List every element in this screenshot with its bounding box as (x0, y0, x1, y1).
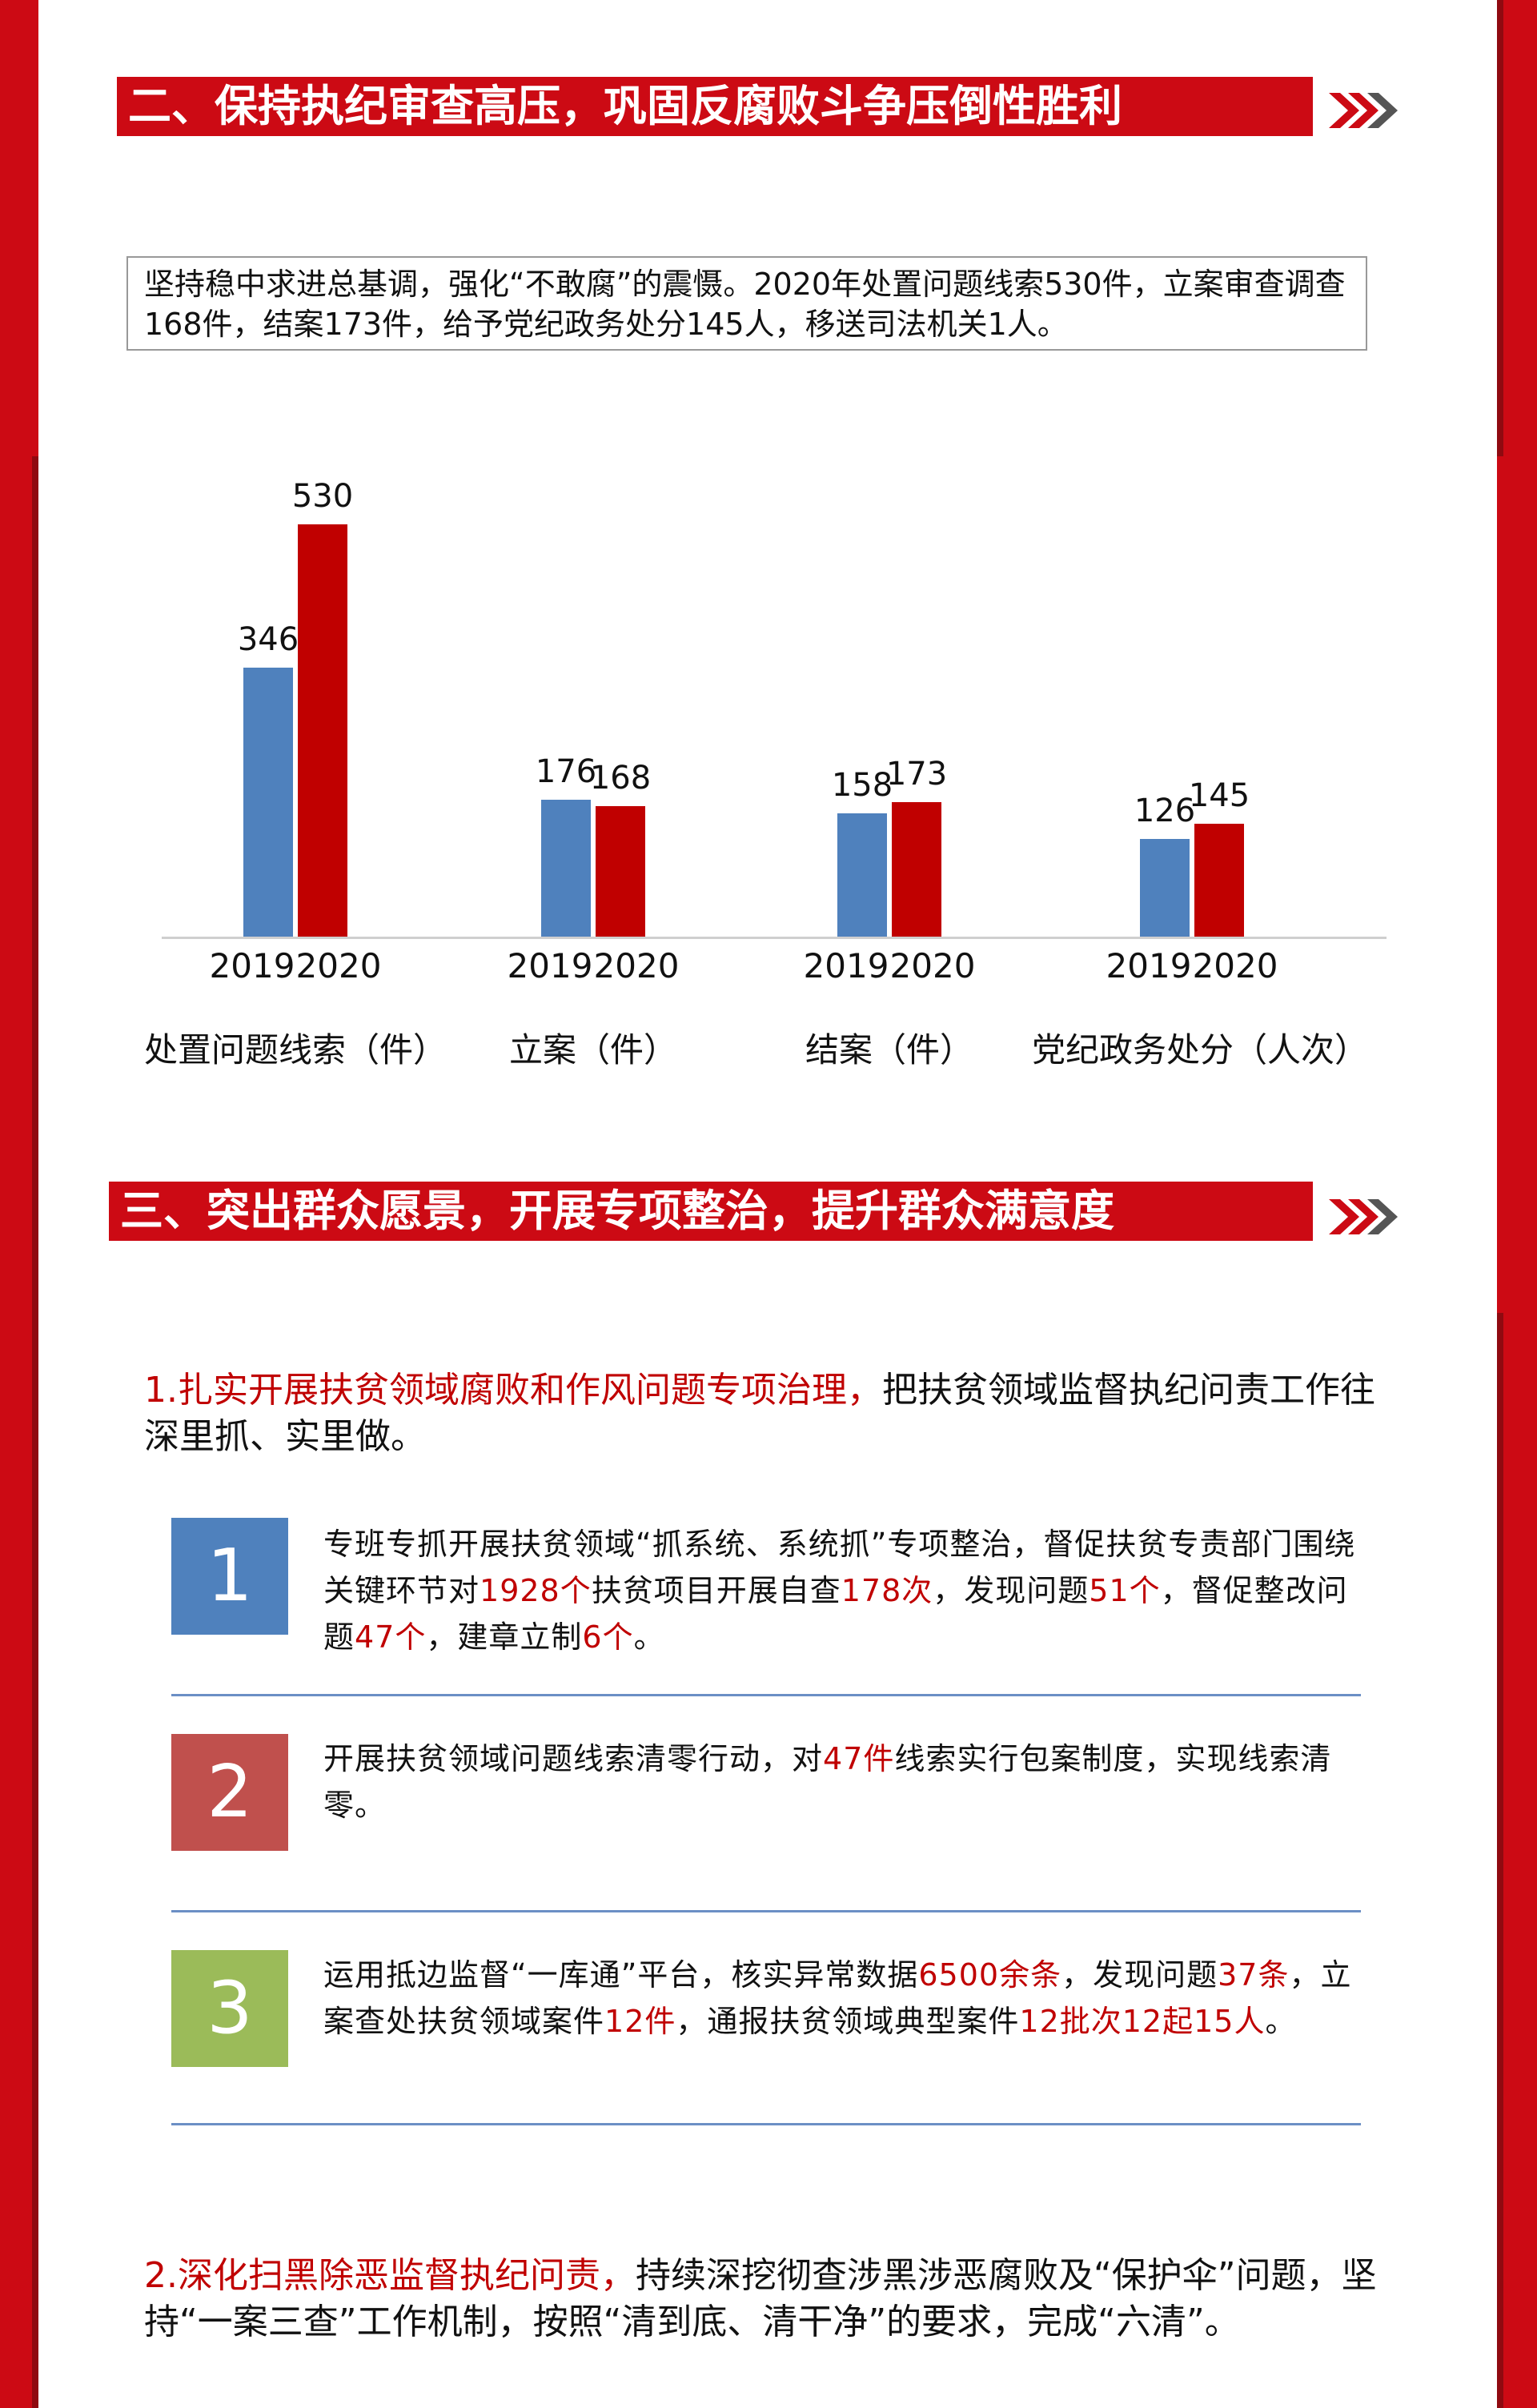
item-number-box: 2 (171, 1734, 288, 1851)
highlight-figure: 12批次12起15人 (1019, 2004, 1266, 2039)
bar-2019-3 (1140, 838, 1190, 937)
bar-2020-3 (1194, 824, 1244, 937)
data-label: 168 (589, 759, 652, 797)
divider (171, 1694, 1361, 1696)
paragraph-poverty-governance: 1.扎实开展扶贫领域腐败和作风问题专项治理，把扶贫领域监督执纪问责工作往深里抓、… (144, 1367, 1377, 1460)
highlight-figure: 1928个 (480, 1573, 592, 1608)
data-label: 158 (831, 767, 893, 805)
paragraph-anti-crime: 2.深化扫黑除恶监督执纪问责，持续深挖彻查涉黑涉恶腐败及“保护伞”问题，坚持“一… (144, 2253, 1377, 2346)
double-chevron-right-icon (1329, 1199, 1398, 1234)
item-text: 开展扶贫领域问题线索清零行动，对47件线索实行包案制度，实现线索清零。 (323, 1736, 1364, 1828)
chart-axis (162, 937, 1387, 939)
category-label: 立案（件） (508, 1030, 677, 1070)
divider (171, 2123, 1361, 2125)
year-tick-label: 2020 (1192, 946, 1278, 985)
bar-2020-0 (298, 524, 347, 937)
section2-title: 二、保持执纪审查高压，巩固反腐败斗争压倒性胜利 (117, 77, 1313, 136)
section3-title: 三、突出群众愿景，开展专项整治，提升群众满意度 (109, 1182, 1313, 1241)
divider (171, 1910, 1361, 1912)
paragraph-heading: 1.扎实开展扶贫领域腐败和作风问题专项治理， (144, 1370, 882, 1411)
year-tick-label: 2019 (803, 946, 889, 985)
data-label: 176 (535, 752, 597, 790)
year-tick-label: 2019 (209, 946, 295, 985)
bar-2019-1 (541, 799, 591, 937)
intro-box: 坚持稳中求进总基调，强化“不敢腐”的震慑。2020年处置问题线索530件，立案审… (126, 256, 1367, 351)
paragraph-body: 持续深挖彻查涉黑涉恶腐败及“保护伞”问题，坚持“一案三查”工作机制，按照“清到底… (144, 2255, 1377, 2342)
item-number-box: 1 (171, 1518, 288, 1635)
highlight-figure: 47个 (355, 1619, 427, 1655)
category-label: 结案（件） (805, 1030, 973, 1070)
double-chevron-right-icon (1329, 93, 1398, 128)
data-label: 530 (291, 478, 354, 515)
bar-2019-0 (243, 667, 293, 937)
item-text-segment: ，督促整改问题 (323, 1573, 1348, 1655)
item-text: 专班专抓开展扶贫领域“抓系统、系统抓”专项整治，督促扶贫专责部门围绕关键环节对1… (323, 1521, 1364, 1660)
paragraph-heading: 2.深化扫黑除恶监督执纪问责， (144, 2255, 636, 2296)
border-notch (38, 0, 53, 456)
item-text-segment: ，发现问题 (933, 1573, 1090, 1608)
item-text-segment: 专班专抓开展扶贫领域“抓系统、系统抓”专项整治，督促扶贫专责部门围绕关键环节对 (323, 1527, 1356, 1608)
highlight-figure: 51个 (1089, 1573, 1161, 1608)
item-text-segment: 运用抵边监督“一库通”平台，核实异常数据 (323, 1957, 919, 1993)
highlight-figure: 12件 (604, 2004, 676, 2039)
highlight-figure: 47件 (823, 1741, 895, 1776)
intro-text: 坚持稳中求进总基调，强化“不敢腐”的震慑。2020年处置问题线索530件，立案审… (144, 267, 1346, 342)
item-text-segment: ，建章立制 (426, 1619, 583, 1655)
item-number-box: 3 (171, 1950, 288, 2067)
item-text-segment: ，发现问题 (1061, 1957, 1218, 1993)
year-tick-label: 2019 (507, 946, 593, 985)
highlight-figure: 178次 (841, 1573, 933, 1608)
item-text-segment: 开展扶贫领域问题线索清零行动，对 (323, 1741, 824, 1776)
item-text: 运用抵边监督“一库通”平台，核实异常数据6500余条，发现问题37条，立案查处扶… (323, 1952, 1364, 2045)
bar-2020-2 (892, 801, 941, 937)
item-text-segment: ，通报扶贫领域典型案件 (676, 2004, 1020, 2039)
data-label: 145 (1188, 777, 1250, 815)
item-text-segment: 。 (633, 1619, 665, 1655)
year-tick-label: 2020 (295, 946, 382, 985)
data-label: 126 (1134, 792, 1196, 829)
item-text-segment: 线索实行包案制度，实现线索清零。 (323, 1741, 1332, 1823)
highlight-figure: 6个 (582, 1619, 634, 1655)
item-text-segment: ，立案查处扶贫领域案件 (323, 1957, 1352, 2039)
item-text-segment: 。 (1265, 2004, 1297, 2039)
year-tick-label: 2019 (1106, 946, 1192, 985)
item-text-segment: 扶贫项目开展自查 (591, 1573, 841, 1608)
bar-2019-2 (837, 813, 887, 937)
highlight-figure: 6500余条 (918, 1957, 1062, 1993)
year-tick-label: 2020 (593, 946, 680, 985)
bar-2020-1 (596, 805, 645, 937)
right-red-border (1497, 0, 1537, 2408)
data-label: 173 (885, 755, 948, 793)
data-label: 346 (237, 620, 299, 658)
category-label: 党纪政务处分（人次） (1032, 1030, 1369, 1070)
highlight-figure: 37条 (1218, 1957, 1290, 1993)
paragraph-body: 把扶贫领域监督执纪问责工作往深里抓、实里做。 (144, 1370, 1375, 1457)
year-tick-label: 2020 (889, 946, 976, 985)
left-red-border (0, 0, 38, 2408)
category-label: 处置问题线索（件） (143, 1030, 447, 1070)
